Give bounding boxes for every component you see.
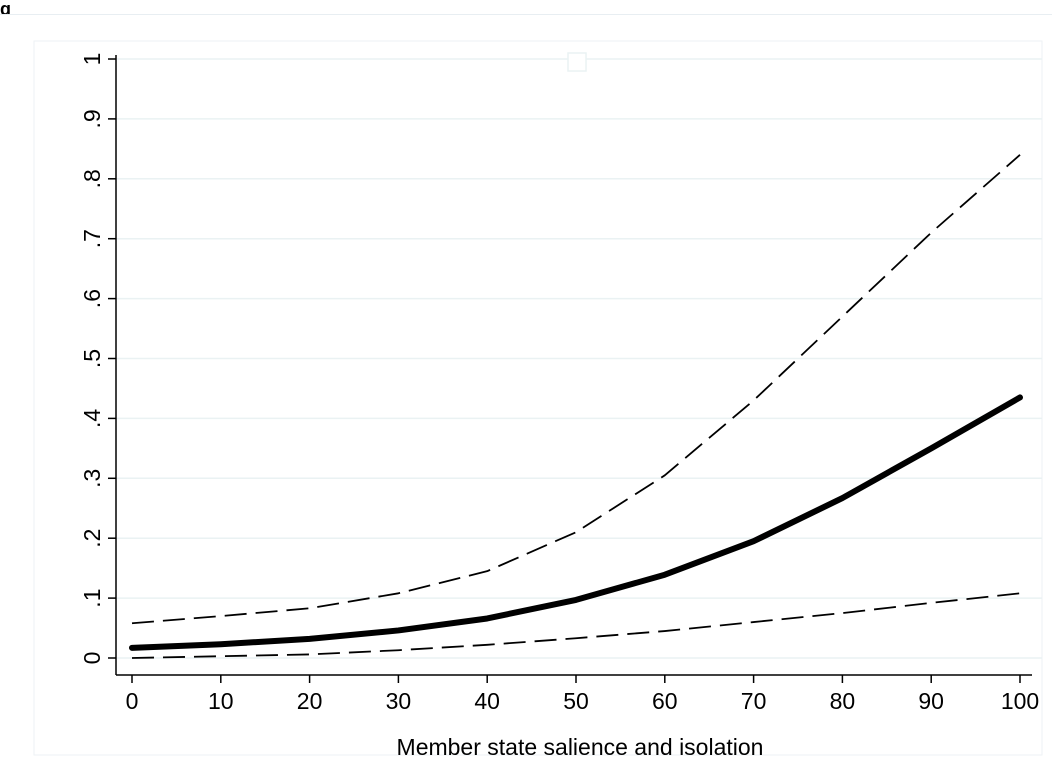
y-tick-label-8: .8 (79, 169, 105, 188)
y-tick-label-7: .7 (79, 229, 105, 248)
x-tick-label-2: 20 (297, 688, 323, 714)
series-group (129, 154, 1023, 659)
x-tick-label-7: 70 (741, 688, 767, 714)
y-tick-label-10: 1 (79, 53, 105, 66)
x-tick-label-9: 90 (918, 688, 944, 714)
x-tick-label-1: 10 (208, 688, 234, 714)
figure-label: g (0, 0, 11, 19)
line-chart: 0.1.2.3.4.5.6.7.8.910 10 20 30 40 50 60 70 80 90 1… (33, 40, 1043, 760)
x-tick-label-10: 100 (1001, 688, 1039, 714)
y-tick-label-5: .5 (79, 349, 105, 368)
x-tick-label-8: 80 (830, 688, 856, 714)
y-tick-label-4: .4 (79, 409, 105, 428)
x-tick-label-0: 0 (126, 688, 139, 714)
chart-background: 0.1.2.3.4.5.6.7.8.9 1 0 10 20 30 40 50 60 70 80 90 1… (0, 14, 1052, 773)
x-tick-label-5: 50 (563, 688, 589, 714)
y-tick-label-3: .3 (79, 469, 105, 488)
x-tick-label-6: 60 (652, 688, 678, 714)
axes: 0.1.2.3.4.5.6.7.8.910 10 20 30 40 50 60 70 80 90 1… (79, 53, 1039, 714)
series-line-0 (129, 394, 1023, 651)
y-tick-label-1: .1 (79, 589, 105, 608)
gridlines (116, 58, 1042, 659)
y-tick-label-0: 0 (79, 652, 105, 665)
x-tick-label-3: 30 (386, 688, 412, 714)
y-tick-label-2: .2 (79, 529, 105, 548)
x-tick-label-4: 40 (474, 688, 500, 714)
y-tick-label-9: .9 (79, 109, 105, 128)
x-axis-label: Member state salience and isolation (397, 734, 764, 760)
legend-box (567, 52, 587, 72)
y-tick-label-6: .6 (79, 289, 105, 308)
series-line-1 (131, 154, 1021, 625)
series-line-2 (131, 592, 1021, 659)
outer-plot-region (33, 40, 1043, 756)
